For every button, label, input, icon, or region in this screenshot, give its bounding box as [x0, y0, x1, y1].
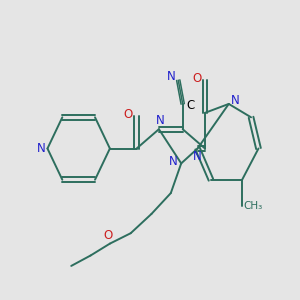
Text: CH₃: CH₃ — [244, 202, 263, 212]
Text: N: N — [37, 142, 45, 155]
Text: O: O — [104, 229, 113, 242]
Text: C: C — [186, 99, 194, 112]
Text: N: N — [169, 155, 177, 168]
Text: N: N — [193, 150, 202, 163]
Text: O: O — [192, 72, 201, 85]
Text: O: O — [124, 108, 133, 121]
Text: N: N — [167, 70, 176, 83]
Text: N: N — [156, 114, 165, 128]
Text: N: N — [231, 94, 240, 107]
